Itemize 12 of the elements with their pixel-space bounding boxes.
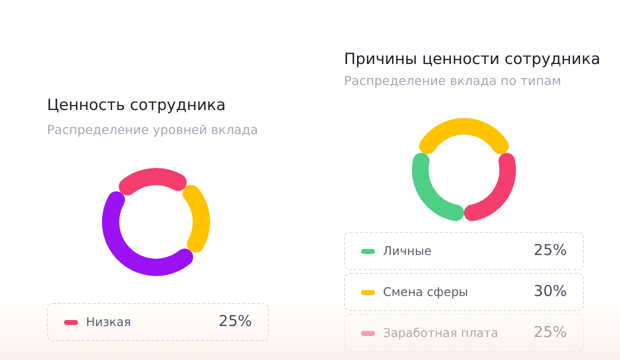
chart-title: Причины ценности сотрудника [344, 50, 600, 68]
legend-label: Смена сферы [383, 285, 468, 299]
legend-label: Низкая [86, 315, 132, 329]
legend-label: Заработная плата [383, 326, 498, 340]
chart-subtitle: Распределение уровней вклада [47, 122, 258, 137]
chart-title: Ценность сотрудника [47, 96, 226, 114]
data-label: 30% [534, 282, 567, 300]
data-label: 25% [218, 312, 252, 330]
chart-subtitle: Распределение вклада по типам [344, 73, 562, 88]
data-label: 25% [534, 241, 567, 259]
legend-label: Личные [383, 244, 432, 258]
data-label: 25% [534, 323, 567, 341]
